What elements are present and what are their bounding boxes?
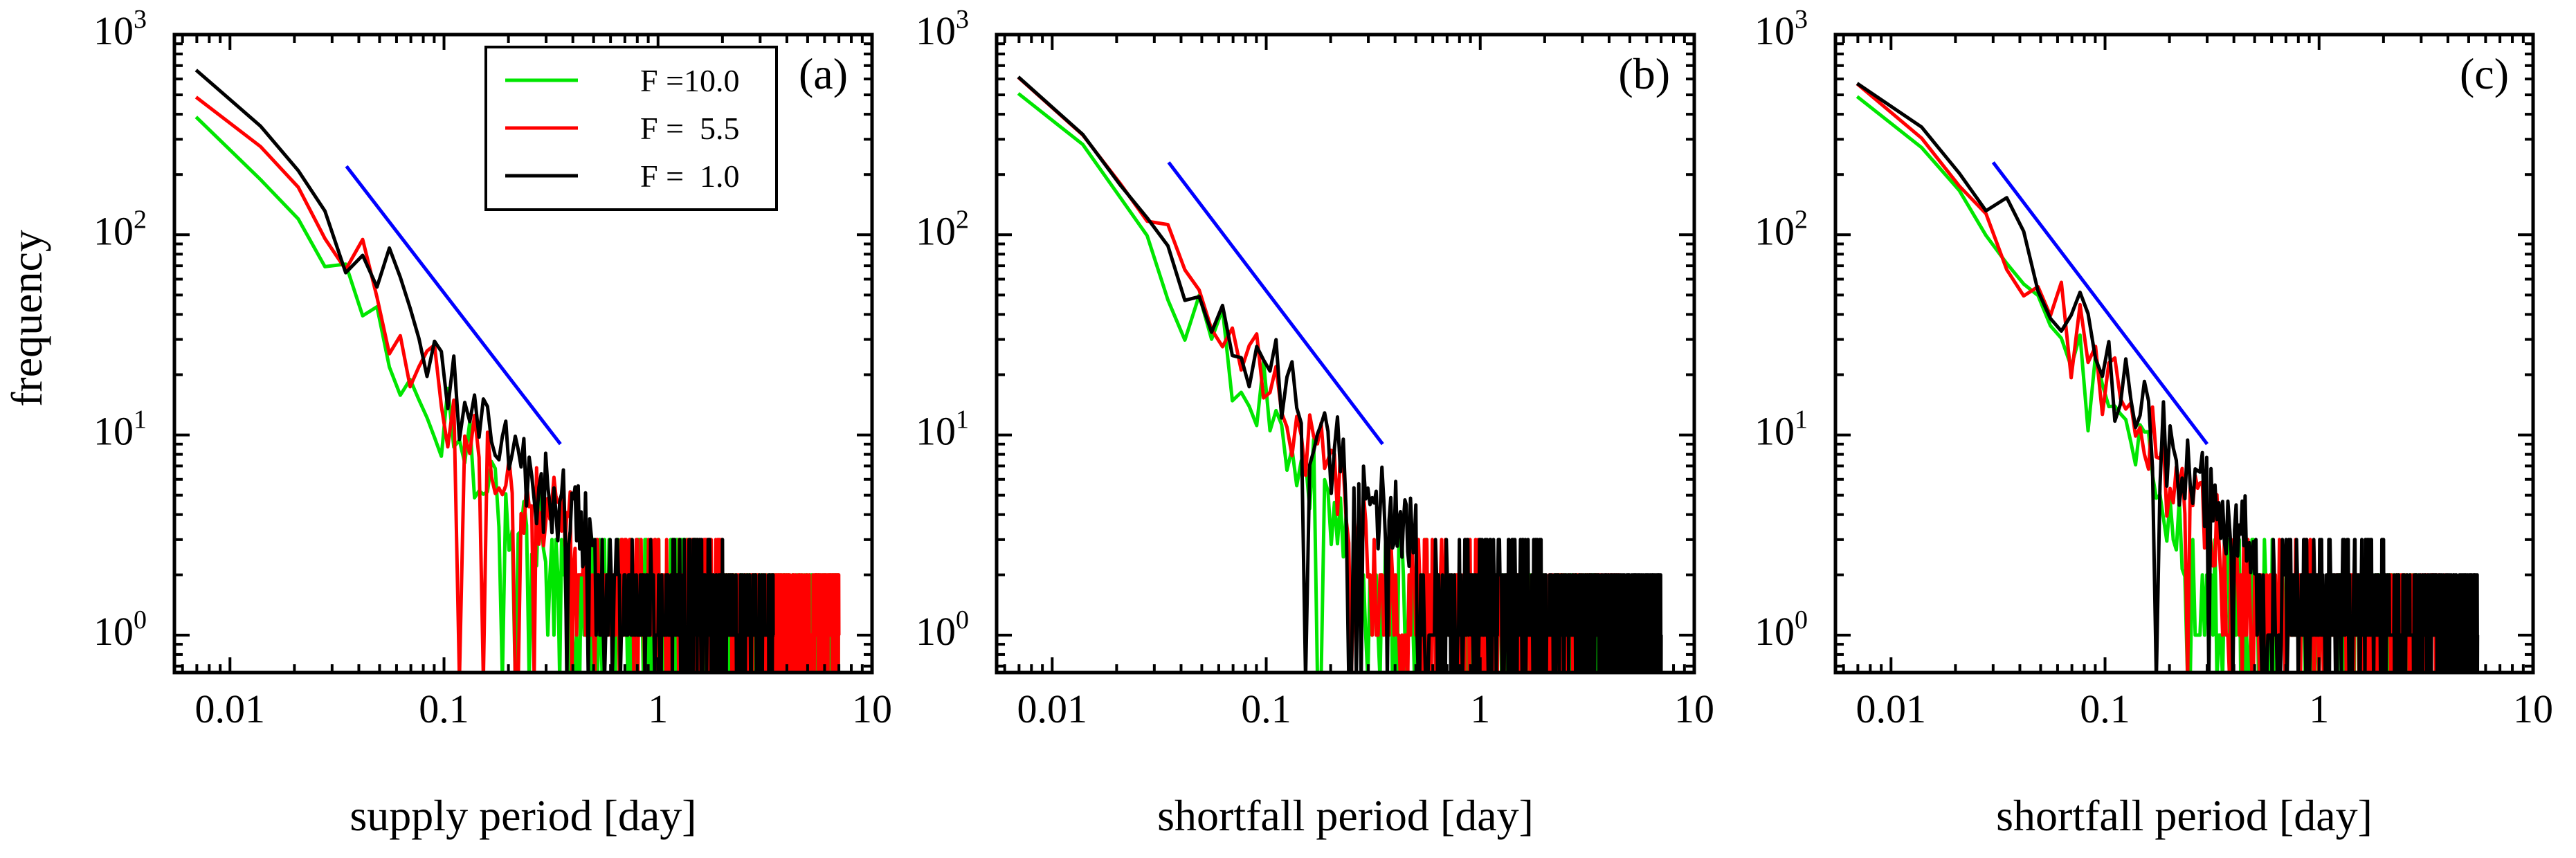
legend-label: F =10.0 (640, 63, 740, 98)
y-tick-label: 102 (916, 205, 969, 253)
x-tick-label: 0.01 (195, 686, 266, 731)
reference-line (1991, 161, 2209, 446)
plot-frame (1833, 33, 2535, 675)
axis-ticks (1835, 33, 2534, 673)
series-f1-line (1856, 82, 2480, 673)
series-f1-line (1017, 75, 1663, 673)
x-tick-label: 1 (2309, 686, 2329, 731)
x-tick-label: 0.1 (1241, 686, 1291, 731)
legend-entry: F = 5.5 (505, 111, 740, 146)
y-tick-label: 103 (916, 5, 969, 53)
x-tick-label: 0.01 (1856, 686, 1927, 731)
x-tick-label: 1 (1470, 686, 1490, 731)
y-tick-label: 103 (1754, 5, 1808, 53)
panel-c: 0.01 0.1 1 10 100 101 102 103 shortfall period… (1754, 5, 2553, 840)
y-tick-label: 103 (93, 5, 147, 53)
y-axis-label: frequency (2, 230, 51, 407)
y-tick-label: 100 (916, 605, 969, 654)
y-tick-label: 101 (1754, 405, 1808, 454)
plot-frame (995, 33, 1696, 675)
legend-entry: F =10.0 (505, 63, 740, 98)
panel-a: 0.01 0.1 1 10 100 101 102 103 supply period [d… (93, 5, 892, 840)
x-tick-label: 10 (852, 686, 892, 731)
reference-line (345, 165, 562, 446)
reference-line (1167, 161, 1384, 446)
x-tick-label: 10 (1674, 686, 1714, 731)
x-tick-label: 0.1 (2080, 686, 2130, 731)
panel-label: (c) (2460, 49, 2509, 98)
x-tick-label: 1 (648, 686, 668, 731)
legend-entry: F = 1.0 (505, 158, 740, 194)
y-tick-label: 100 (93, 605, 147, 654)
y-tick-label: 102 (1754, 205, 1808, 253)
x-tick-label: 0.01 (1017, 686, 1088, 731)
legend: F =10.0 F = 5.5 F = 1.0 (484, 46, 778, 211)
axis-ticks (174, 33, 873, 673)
x-axis-label: supply period [day] (350, 791, 696, 840)
y-tick-label: 101 (916, 405, 969, 454)
y-tick-label: 100 (1754, 605, 1808, 654)
x-axis-label: shortfall period [day] (1157, 791, 1534, 840)
x-axis-label: shortfall period [day] (1996, 791, 2373, 840)
y-tick-label: 102 (93, 205, 147, 253)
x-tick-label: 0.1 (419, 686, 469, 731)
x-tick-label: 10 (2513, 686, 2553, 731)
panel-label: (b) (1618, 49, 1670, 98)
legend-label: F = 5.5 (640, 111, 740, 146)
legend-label: F = 1.0 (640, 158, 740, 194)
panel-label: (a) (799, 49, 848, 98)
series-f1-line (194, 69, 777, 673)
plot-frame (172, 33, 874, 675)
y-tick-label: 101 (93, 405, 147, 454)
axis-ticks (997, 33, 1696, 673)
panel-b: 0.01 0.1 1 10 100 101 102 103 shortfall period… (916, 5, 1714, 840)
